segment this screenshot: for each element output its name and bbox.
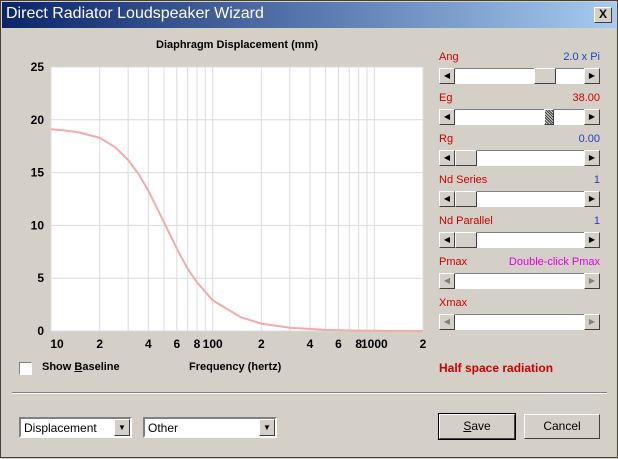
control-label: Ang xyxy=(439,51,459,63)
x-tick-label: 6 xyxy=(335,337,342,351)
control-scrollbar[interactable]: ◀ ▶ xyxy=(439,109,600,125)
scroll-left-icon[interactable]: ◀ xyxy=(439,191,455,207)
scroll-right-icon[interactable]: ▶ xyxy=(584,232,600,248)
control-value: 2.0 x Pi xyxy=(563,51,600,63)
y-tick-label: 20 xyxy=(31,113,45,127)
scroll-right-icon[interactable]: ▶ xyxy=(584,191,600,207)
control-value: 0.00 xyxy=(578,133,600,145)
x-tick-label: 100 xyxy=(203,337,223,351)
other-select-value: Other xyxy=(148,421,179,435)
y-tick-label: 25 xyxy=(31,60,45,74)
scroll-thumb[interactable] xyxy=(533,68,556,84)
control-value: Double-click Pmax xyxy=(508,256,600,268)
x-tick-label: 2 xyxy=(96,337,103,351)
scroll-thumb[interactable] xyxy=(543,109,554,125)
control-scrollbar[interactable]: ◀ ▶ xyxy=(439,150,600,166)
scroll-thumb[interactable] xyxy=(455,232,477,248)
window-title: Direct Radiator Loudspeaker Wizard xyxy=(6,5,264,22)
control-scrollbar[interactable]: ◀ ▶ xyxy=(439,314,600,330)
view-select-value: Displacement xyxy=(24,421,97,435)
control-scrollbar[interactable]: ◀ ▶ xyxy=(439,68,600,84)
scroll-right-icon[interactable]: ▶ xyxy=(584,109,600,125)
scroll-thumb[interactable] xyxy=(455,191,477,207)
scroll-left-icon[interactable]: ◀ xyxy=(439,68,455,84)
control-value: 1 xyxy=(593,174,600,186)
x-tick-label: 2 xyxy=(258,337,265,351)
close-button[interactable]: X xyxy=(594,7,612,23)
control-label: Eg xyxy=(439,92,453,104)
scroll-thumb[interactable] xyxy=(455,150,477,166)
control-scrollbar[interactable]: ◀ ▶ xyxy=(439,273,600,289)
x-tick-label: 10 xyxy=(50,337,64,351)
view-select[interactable]: Displacement ▼ xyxy=(19,417,132,438)
chevron-down-icon[interactable]: ▼ xyxy=(259,419,275,436)
x-axis-label: Frequency (hertz) xyxy=(189,361,282,373)
x-tick-label: 4 xyxy=(145,337,152,351)
scroll-left-icon[interactable]: ◀ xyxy=(439,232,455,248)
scroll-left-icon[interactable]: ◀ xyxy=(439,273,455,289)
control-label: Nd Parallel xyxy=(439,215,493,227)
control-label: Xmax xyxy=(439,297,468,309)
x-tick-label: 8 xyxy=(355,337,362,351)
displacement-curve xyxy=(50,128,424,332)
show-baseline-label: Show Baseline xyxy=(42,361,120,373)
x-tick-label: 2 xyxy=(420,337,427,351)
scroll-right-icon[interactable]: ▶ xyxy=(584,314,600,330)
y-tick-label: 15 xyxy=(31,166,45,180)
radiation-status: Half space radiation xyxy=(439,361,554,375)
y-tick-label: 5 xyxy=(37,271,44,285)
title-bar[interactable]: Direct Radiator Loudspeaker Wizard X xyxy=(2,2,616,28)
y-tick-label: 10 xyxy=(31,218,45,232)
plot-area xyxy=(51,67,423,331)
scroll-left-icon[interactable]: ◀ xyxy=(439,109,455,125)
scroll-right-icon[interactable]: ▶ xyxy=(584,273,600,289)
x-tick-label: 1000 xyxy=(361,337,388,351)
x-tick-label: 6 xyxy=(173,337,180,351)
separator xyxy=(12,392,607,394)
chevron-down-icon[interactable]: ▼ xyxy=(114,419,130,436)
control-value: 1 xyxy=(593,215,600,227)
chart-title: Diaphragm Displacement (mm) xyxy=(156,39,318,51)
control-scrollbar[interactable]: ◀ ▶ xyxy=(439,191,600,207)
control-label: Pmax xyxy=(439,256,468,268)
save-button[interactable]: Save xyxy=(438,413,516,440)
x-tick-label: 8 xyxy=(194,337,201,351)
y-tick-label: 0 xyxy=(37,324,44,338)
other-select[interactable]: Other ▼ xyxy=(143,417,277,438)
scroll-right-icon[interactable]: ▶ xyxy=(584,150,600,166)
control-label: Rg xyxy=(439,133,454,145)
control-scrollbar[interactable]: ◀ ▶ xyxy=(439,232,600,248)
control-label: Nd Series xyxy=(439,174,488,186)
show-baseline-checkbox[interactable] xyxy=(19,362,32,375)
x-tick-label: 4 xyxy=(307,337,314,351)
scroll-right-icon[interactable]: ▶ xyxy=(584,68,600,84)
cancel-button[interactable]: Cancel xyxy=(524,414,600,439)
control-value: 38.00 xyxy=(572,92,600,104)
scroll-left-icon[interactable]: ◀ xyxy=(439,314,455,330)
scroll-left-icon[interactable]: ◀ xyxy=(439,150,455,166)
